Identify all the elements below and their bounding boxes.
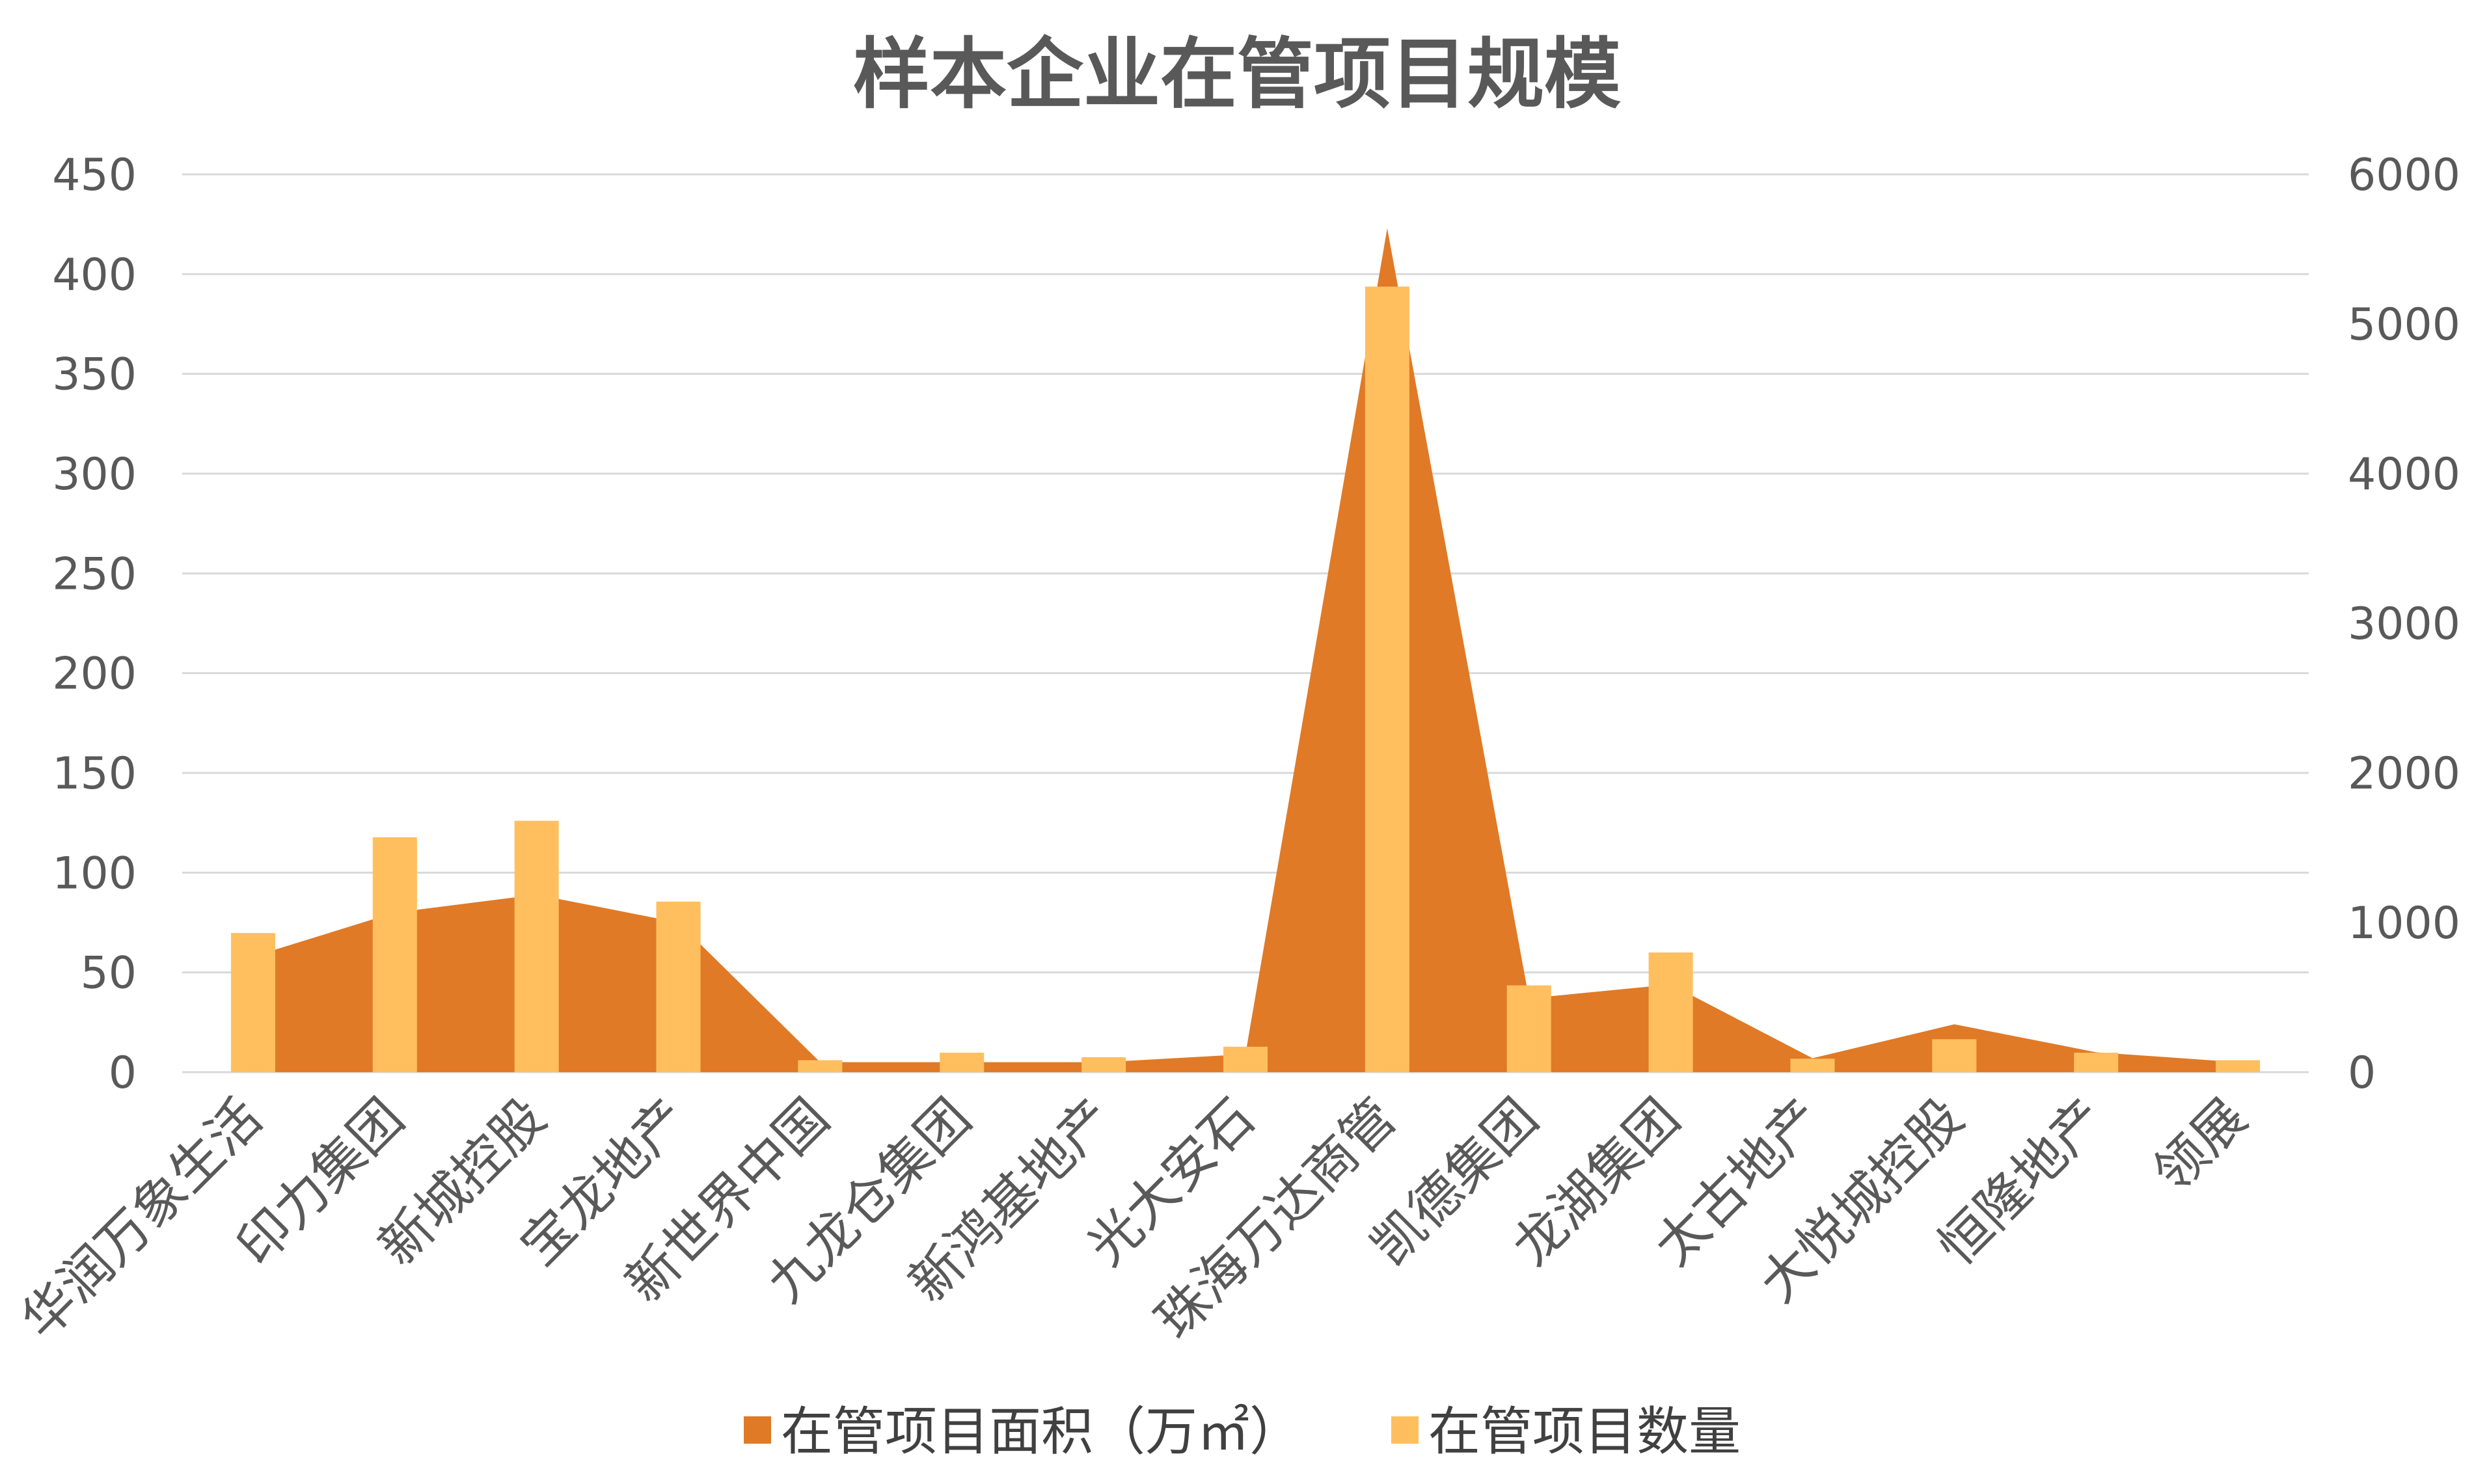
legend-swatch-area <box>744 1416 771 1444</box>
bar-10 <box>1648 952 1693 1072</box>
left-axis-ticks: 0 50 100 150 200 250 300 350 400 450 <box>52 150 137 1099</box>
category-label: 领展 <box>2142 1087 2259 1204</box>
legend-swatch-bar <box>1391 1416 1419 1444</box>
bar-series-layer <box>230 286 2261 1072</box>
legend: 在管项目面积（万㎡） 在管项目数量 <box>744 1401 1741 1462</box>
left-tick-label: 300 <box>52 449 137 500</box>
area-series-layer <box>252 228 2238 1072</box>
bar-12 <box>1932 1039 1977 1072</box>
bar-0 <box>230 933 275 1072</box>
right-tick-label: 2000 <box>2348 748 2460 800</box>
category-labels: 华润万象生活印力集团新城控股宝龙地产新世界中国九龙仓集团新鸿基地产光大安石珠海万… <box>10 1087 2258 1351</box>
area-series-path <box>252 228 2238 1072</box>
left-tick-label: 200 <box>52 649 137 700</box>
bar-6 <box>1081 1057 1126 1072</box>
right-tick-label: 1000 <box>2348 898 2460 949</box>
right-tick-label: 5000 <box>2348 299 2460 351</box>
bar-2 <box>514 820 559 1072</box>
right-tick-label: 6000 <box>2348 150 2460 201</box>
left-tick-label: 400 <box>52 249 137 301</box>
left-tick-label: 0 <box>109 1047 137 1099</box>
left-tick-label: 100 <box>52 848 137 899</box>
left-tick-label: 250 <box>52 548 137 600</box>
bar-7 <box>1223 1046 1268 1072</box>
left-tick-label: 50 <box>80 948 137 999</box>
bar-1 <box>372 837 417 1072</box>
bar-11 <box>1790 1059 1835 1072</box>
left-tick-label: 450 <box>52 150 137 201</box>
category-label: 华润万象生活 <box>10 1087 273 1351</box>
right-axis-ticks: 0 1000 2000 3000 4000 5000 6000 <box>2348 150 2460 1099</box>
legend-label-area: 在管项目面积（万㎡） <box>781 1401 1301 1462</box>
bar-4 <box>798 1060 843 1072</box>
left-tick-label: 150 <box>52 748 137 800</box>
bar-3 <box>656 901 701 1072</box>
bar-13 <box>2074 1053 2119 1072</box>
chart-title: 样本企业在管项目规模 <box>853 29 1621 119</box>
bar-14 <box>2216 1060 2261 1072</box>
right-tick-label: 4000 <box>2348 449 2460 500</box>
right-tick-label: 0 <box>2348 1047 2376 1099</box>
bar-9 <box>1506 985 1551 1072</box>
legend-label-bar: 在管项目数量 <box>1428 1401 1741 1462</box>
right-tick-label: 3000 <box>2348 599 2460 650</box>
bar-8 <box>1365 286 1409 1072</box>
bar-5 <box>940 1053 985 1072</box>
left-tick-label: 350 <box>52 349 137 401</box>
